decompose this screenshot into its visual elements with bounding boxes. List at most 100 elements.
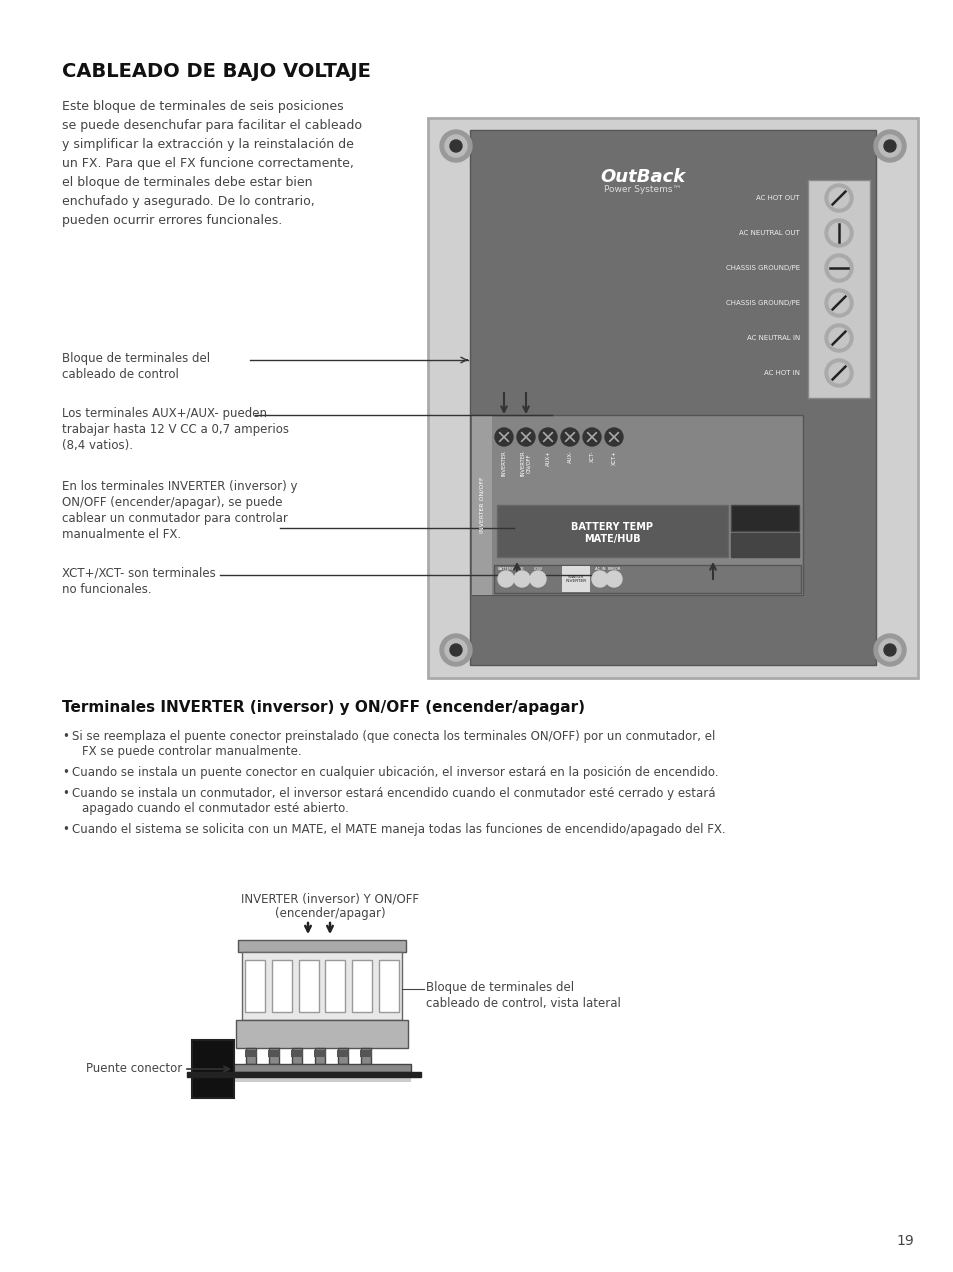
Text: apagado cuando el conmutador esté abierto.: apagado cuando el conmutador esté abiert… bbox=[82, 803, 349, 815]
Circle shape bbox=[828, 258, 848, 279]
Bar bbox=[268, 1049, 280, 1057]
Text: •: • bbox=[62, 766, 69, 778]
Bar bbox=[336, 1049, 349, 1057]
Text: ERROR: ERROR bbox=[607, 567, 620, 571]
Circle shape bbox=[444, 135, 467, 156]
Circle shape bbox=[824, 254, 852, 282]
Text: Bloque de terminales del: Bloque de terminales del bbox=[62, 352, 210, 365]
Circle shape bbox=[530, 571, 545, 586]
Bar bbox=[237, 940, 406, 951]
Bar bbox=[352, 960, 372, 1013]
Circle shape bbox=[824, 184, 852, 212]
Circle shape bbox=[828, 363, 848, 383]
Bar bbox=[242, 951, 401, 1020]
Text: OutBack: OutBack bbox=[599, 168, 685, 186]
Circle shape bbox=[450, 644, 461, 656]
Circle shape bbox=[878, 639, 900, 661]
Bar bbox=[730, 533, 799, 557]
Text: Cuando el sistema se solicita con un MATE, el MATE maneja todas las funciones de: Cuando el sistema se solicita con un MAT… bbox=[71, 823, 725, 836]
Text: •: • bbox=[62, 730, 69, 743]
Text: manualmente el FX.: manualmente el FX. bbox=[62, 528, 181, 541]
Circle shape bbox=[450, 140, 461, 151]
Circle shape bbox=[883, 644, 895, 656]
Circle shape bbox=[538, 427, 557, 446]
Text: Puente conector: Puente conector bbox=[86, 1062, 182, 1076]
Text: BATTERY
FULL: BATTERY FULL bbox=[497, 567, 514, 576]
Bar bbox=[325, 960, 345, 1013]
Circle shape bbox=[439, 633, 472, 667]
Circle shape bbox=[883, 140, 895, 151]
Text: Bloque de terminales del: Bloque de terminales del bbox=[426, 981, 574, 993]
Bar bbox=[235, 1020, 408, 1048]
Text: AUX+: AUX+ bbox=[545, 450, 550, 466]
Text: Cuando se instala un conmutador, el inversor estará encendido cuando el conmutad: Cuando se instala un conmutador, el inve… bbox=[71, 787, 715, 800]
Bar bbox=[359, 1049, 372, 1057]
Circle shape bbox=[517, 427, 535, 446]
Text: y simplificar la extracción y la reinstalación de: y simplificar la extracción y la reinsta… bbox=[62, 137, 354, 151]
Bar bbox=[245, 1049, 256, 1057]
Bar bbox=[360, 1048, 371, 1063]
Text: INVERTER (inversor) Y ON/OFF: INVERTER (inversor) Y ON/OFF bbox=[241, 892, 418, 904]
Text: Los terminales AUX+/AUX- pueden: Los terminales AUX+/AUX- pueden bbox=[62, 407, 267, 420]
Text: CHASSIS GROUND/PE: CHASSIS GROUND/PE bbox=[725, 300, 800, 307]
Text: trabajar hasta 12 V CC a 0,7 amperios: trabajar hasta 12 V CC a 0,7 amperios bbox=[62, 424, 289, 436]
Text: AC NEUTRAL IN: AC NEUTRAL IN bbox=[746, 335, 800, 341]
Text: no funcionales.: no funcionales. bbox=[62, 583, 152, 597]
Text: AC IN: AC IN bbox=[594, 567, 604, 571]
Bar bbox=[291, 1049, 303, 1057]
Text: STATUS
INVERTER: STATUS INVERTER bbox=[565, 575, 586, 584]
Text: pueden ocurrir errores funcionales.: pueden ocurrir errores funcionales. bbox=[62, 214, 282, 226]
Text: ON/OFF (encender/apagar), se puede: ON/OFF (encender/apagar), se puede bbox=[62, 496, 282, 509]
Bar bbox=[807, 181, 869, 398]
Circle shape bbox=[873, 633, 905, 667]
Bar bbox=[192, 1040, 233, 1098]
Text: XCT+: XCT+ bbox=[611, 450, 616, 464]
Bar bbox=[378, 960, 398, 1013]
Circle shape bbox=[824, 324, 852, 352]
Text: enchufado y asegurado. De lo contrario,: enchufado y asegurado. De lo contrario, bbox=[62, 195, 314, 209]
Bar bbox=[314, 1048, 325, 1063]
Circle shape bbox=[604, 427, 622, 446]
Bar bbox=[233, 1063, 411, 1072]
Circle shape bbox=[439, 130, 472, 162]
Bar bbox=[298, 960, 318, 1013]
Circle shape bbox=[592, 571, 607, 586]
Circle shape bbox=[560, 427, 578, 446]
Circle shape bbox=[824, 219, 852, 247]
Text: cableado de control: cableado de control bbox=[62, 368, 179, 382]
Text: En los terminales INVERTER (inversor) y: En los terminales INVERTER (inversor) y bbox=[62, 480, 297, 494]
Bar bbox=[269, 1048, 278, 1063]
Circle shape bbox=[582, 427, 600, 446]
Bar bbox=[187, 1072, 420, 1077]
Circle shape bbox=[497, 571, 514, 586]
Bar bbox=[497, 505, 727, 557]
Text: INVERTER ON/OFF: INVERTER ON/OFF bbox=[479, 477, 484, 533]
Bar bbox=[561, 566, 589, 591]
Bar bbox=[472, 415, 492, 595]
Bar bbox=[472, 415, 802, 595]
Bar bbox=[470, 130, 875, 665]
Circle shape bbox=[828, 223, 848, 243]
Text: el bloque de terminales debe estar bien: el bloque de terminales debe estar bien bbox=[62, 176, 313, 190]
Text: XCT-: XCT- bbox=[589, 450, 594, 462]
Text: INVERTER
ON/OFF: INVERTER ON/OFF bbox=[520, 450, 531, 476]
Text: Power Systems™: Power Systems™ bbox=[603, 184, 681, 195]
Text: •: • bbox=[62, 823, 69, 836]
Circle shape bbox=[828, 188, 848, 209]
Circle shape bbox=[514, 571, 530, 586]
Circle shape bbox=[824, 289, 852, 317]
Text: AUX-: AUX- bbox=[567, 450, 572, 463]
Text: (8,4 vatios).: (8,4 vatios). bbox=[62, 439, 132, 452]
Text: XCT+/XCT- son terminales: XCT+/XCT- son terminales bbox=[62, 567, 215, 580]
Text: cableado de control, vista lateral: cableado de control, vista lateral bbox=[426, 997, 620, 1010]
Text: CHASSIS GROUND/PE: CHASSIS GROUND/PE bbox=[725, 265, 800, 271]
Text: BATTERY TEMP
MATE/HUB: BATTERY TEMP MATE/HUB bbox=[571, 523, 652, 544]
Circle shape bbox=[828, 293, 848, 313]
Bar bbox=[337, 1048, 348, 1063]
Text: Este bloque de terminales de seis posiciones: Este bloque de terminales de seis posici… bbox=[62, 100, 343, 113]
Bar bbox=[314, 1049, 326, 1057]
Text: (encender/apagar): (encender/apagar) bbox=[274, 907, 385, 920]
Text: •: • bbox=[62, 787, 69, 800]
Text: Cuando se instala un puente conector en cualquier ubicación, el inversor estará : Cuando se instala un puente conector en … bbox=[71, 766, 718, 778]
Text: Terminales INVERTER (inversor) y ON/OFF (encender/apagar): Terminales INVERTER (inversor) y ON/OFF … bbox=[62, 700, 584, 715]
